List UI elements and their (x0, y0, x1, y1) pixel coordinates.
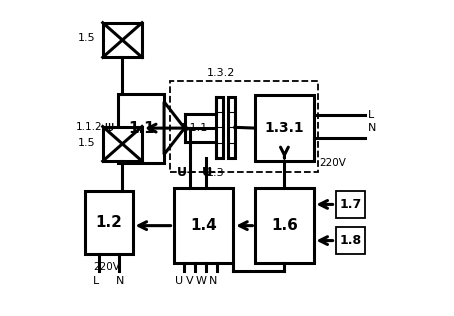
Text: 1.3.1: 1.3.1 (265, 121, 304, 135)
Text: U+: U+ (178, 166, 198, 179)
Text: L: L (94, 276, 99, 286)
Bar (103, 23, 142, 57)
Text: W: W (196, 276, 207, 286)
Text: 220V: 220V (319, 158, 346, 168)
Text: N: N (116, 276, 124, 286)
Bar (170, 81, 318, 172)
Bar (118, 94, 164, 163)
Bar (255, 95, 314, 161)
Text: 1.1.1: 1.1.1 (180, 123, 208, 133)
Text: 1.8: 1.8 (340, 234, 361, 247)
Bar (85, 191, 133, 254)
Text: 1.3: 1.3 (207, 168, 225, 178)
Text: ψ: ψ (104, 120, 114, 134)
Bar (228, 97, 235, 158)
Bar (173, 188, 233, 264)
Text: N: N (368, 123, 376, 133)
Text: N: N (209, 276, 217, 286)
Bar (103, 126, 142, 161)
Text: 1.7: 1.7 (339, 198, 361, 211)
Text: L: L (368, 110, 374, 119)
Text: 220V: 220V (94, 262, 120, 271)
Text: 1.2: 1.2 (96, 215, 123, 230)
Text: 1.6: 1.6 (271, 218, 298, 233)
Bar (216, 97, 223, 158)
Text: 1.4: 1.4 (190, 218, 217, 233)
Text: 1.3.2: 1.3.2 (207, 68, 235, 78)
Text: 1.1.2: 1.1.2 (76, 122, 103, 132)
Text: 1.5: 1.5 (78, 33, 95, 43)
Text: U: U (175, 276, 183, 286)
Text: V: V (186, 276, 194, 286)
Polygon shape (164, 102, 184, 155)
Text: 1.5: 1.5 (78, 138, 95, 148)
Text: U-: U- (202, 166, 217, 179)
Text: 1.1: 1.1 (128, 121, 154, 136)
Bar (336, 227, 365, 254)
Bar (336, 191, 365, 218)
Bar (255, 188, 314, 264)
